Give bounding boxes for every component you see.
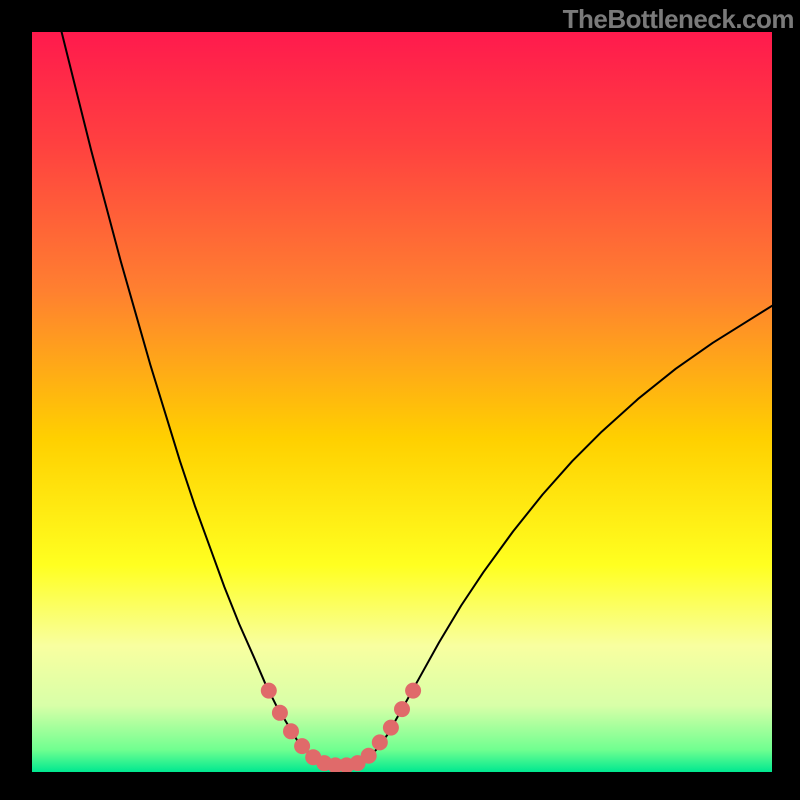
watermark-text: TheBottleneck.com	[563, 4, 794, 35]
curve-marker	[272, 705, 288, 721]
plot-background	[32, 32, 772, 772]
curve-marker	[361, 748, 377, 764]
curve-marker	[372, 734, 388, 750]
curve-marker	[394, 701, 410, 717]
curve-marker	[405, 683, 421, 699]
curve-marker	[261, 683, 277, 699]
plot-svg	[32, 32, 772, 772]
curve-marker	[283, 723, 299, 739]
chart-frame: TheBottleneck.com	[0, 0, 800, 800]
curve-marker	[383, 720, 399, 736]
plot-area	[32, 32, 772, 772]
